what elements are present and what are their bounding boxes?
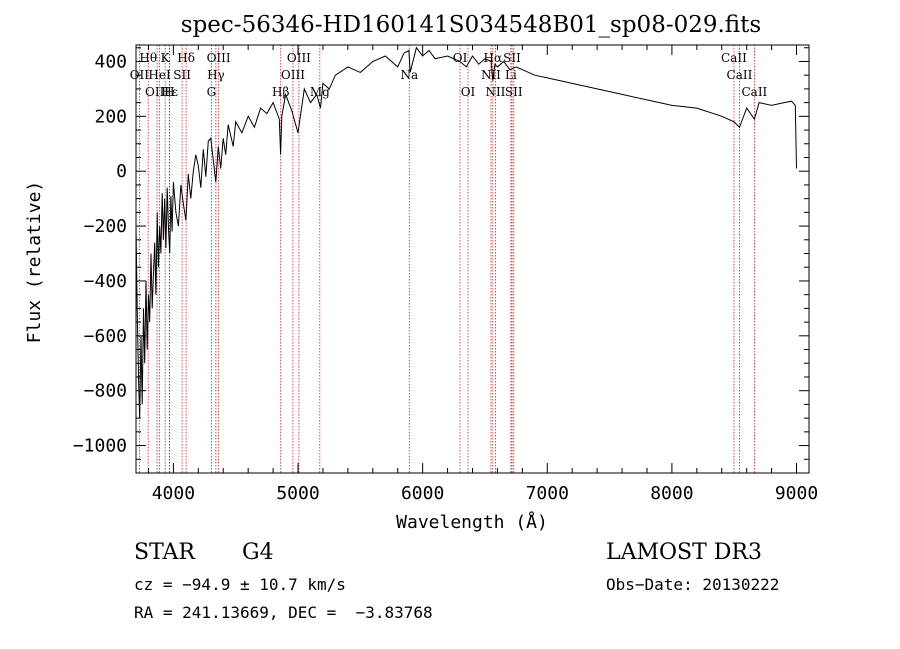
axes: 4000 5000 6000 7000 8000 9000−1000−800−600−40… (73, 44, 818, 504)
line-label-21: NII (485, 85, 505, 99)
line-label-4: HeI (148, 68, 171, 82)
y-tick-label-1: −800 (84, 381, 127, 402)
line-label-5: Hε (161, 85, 178, 99)
line-label-26: CaII (727, 68, 753, 82)
plot-frame (135, 44, 810, 474)
x-tick-label-5: 9000 (775, 483, 818, 504)
line-label-20: NII (481, 68, 501, 82)
line-label-2: OIII (145, 85, 169, 99)
line-label-18: OI (461, 85, 476, 99)
survey-name: LAMOST DR3 (606, 540, 762, 565)
line-label-9: OIII (207, 51, 231, 65)
redshift-value: cz = −94.9 ± 10.7 km/s (134, 575, 346, 594)
line-label-13: OIII (281, 68, 305, 82)
line-label-23: Li (505, 68, 517, 82)
y-tick-label-3: −400 (84, 271, 127, 292)
y-tick-label-7: 400 (94, 51, 127, 72)
y-axis-label: Flux (relative) (24, 181, 45, 344)
line-label-27: CaII (741, 85, 767, 99)
y-tick-label-5: 0 (116, 161, 127, 182)
line-label-16: Na (400, 68, 418, 82)
coordinates: RA = 241.13669, DEC = −3.83768 (134, 603, 433, 622)
line-label-1: OII (130, 68, 150, 82)
line-label-15: Mg (310, 85, 330, 99)
spectrum-chart: spec-56346-HD160141S034548B01_sp08-029.f… (24, 12, 818, 533)
x-axis-label: Wavelength (Å) (396, 511, 548, 533)
y-tick-label-0: −1000 (73, 436, 127, 457)
observation-date: Obs−Date: 20130222 (606, 575, 780, 594)
spectral-line-markers (138, 45, 755, 473)
line-label-7: SII (173, 68, 191, 82)
line-label-3: K (161, 51, 171, 65)
x-tick-label-4: 8000 (650, 483, 693, 504)
object-class: STAR (134, 540, 195, 565)
line-label-19: Hα (484, 51, 503, 65)
x-tick-label-1: 5000 (276, 483, 319, 504)
line-label-24: SII (505, 85, 523, 99)
x-tick-label-2: 6000 (401, 483, 444, 504)
object-subclass: G4 (242, 540, 274, 565)
line-label-11: G (207, 85, 217, 99)
line-label-14: Hβ (272, 85, 289, 99)
line-label-17: OI (453, 51, 468, 65)
chart-title: spec-56346-HD160141S034548B01_sp08-029.f… (181, 12, 761, 38)
y-tick-label-4: −200 (84, 216, 127, 237)
line-label-22: SII (503, 51, 521, 65)
flux-series-line (135, 46, 797, 419)
x-tick-label-3: 7000 (526, 483, 569, 504)
line-label-6: Hδ (177, 51, 195, 65)
line-label-12: OIII (287, 51, 311, 65)
x-tick-label-0: 4000 (152, 483, 195, 504)
line-label-0: Hθ (139, 51, 157, 65)
line-label-8: H (164, 85, 174, 99)
line-label-25: CaII (721, 51, 747, 65)
line-label-10: Hγ (207, 68, 225, 82)
y-tick-label-6: 200 (94, 106, 127, 127)
y-tick-label-2: −600 (84, 326, 127, 347)
